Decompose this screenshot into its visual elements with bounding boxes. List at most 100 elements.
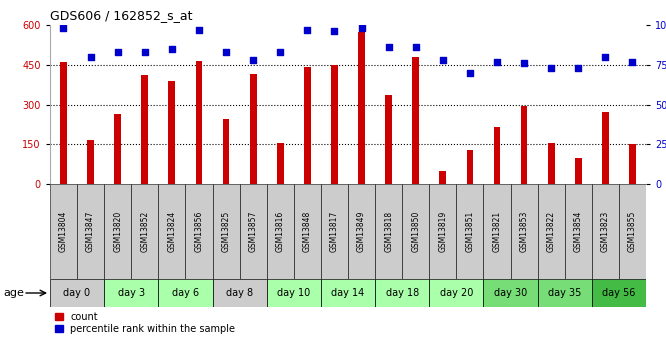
Bar <box>304 67 311 184</box>
Text: GSM13850: GSM13850 <box>411 211 420 252</box>
Bar <box>60 62 67 184</box>
Text: GSM13819: GSM13819 <box>438 211 448 252</box>
Point <box>139 49 150 55</box>
Text: GSM13851: GSM13851 <box>466 211 474 252</box>
Bar <box>565 184 592 279</box>
Point <box>275 49 286 55</box>
Text: day 0: day 0 <box>63 288 91 298</box>
Text: day 6: day 6 <box>172 288 199 298</box>
Text: GSM13818: GSM13818 <box>384 211 393 252</box>
Bar <box>141 75 148 184</box>
Text: day 18: day 18 <box>386 288 419 298</box>
Bar <box>50 279 104 307</box>
Bar <box>537 279 592 307</box>
Bar <box>619 184 646 279</box>
Bar <box>185 184 212 279</box>
Text: day 3: day 3 <box>118 288 145 298</box>
Text: age: age <box>3 288 24 298</box>
Text: day 14: day 14 <box>332 288 364 298</box>
Text: day 35: day 35 <box>548 288 581 298</box>
Bar <box>321 184 348 279</box>
Bar <box>456 184 484 279</box>
Bar <box>629 144 636 184</box>
Bar <box>412 57 419 184</box>
Bar <box>358 32 365 184</box>
Point <box>220 49 231 55</box>
Bar <box>212 279 266 307</box>
Bar <box>240 184 266 279</box>
Text: day 8: day 8 <box>226 288 253 298</box>
Text: GSM13816: GSM13816 <box>276 211 285 252</box>
Text: GSM13852: GSM13852 <box>141 211 149 252</box>
Bar <box>548 143 555 184</box>
Point <box>384 45 394 50</box>
Bar <box>266 184 294 279</box>
Bar <box>250 74 256 184</box>
Point <box>113 49 123 55</box>
Bar <box>104 184 131 279</box>
Bar <box>511 184 537 279</box>
Text: GSM13821: GSM13821 <box>492 211 501 252</box>
Point <box>627 59 638 64</box>
Text: GSM13849: GSM13849 <box>357 211 366 252</box>
Bar <box>87 140 94 184</box>
Bar <box>277 143 284 184</box>
Text: GSM13855: GSM13855 <box>628 211 637 252</box>
Point <box>166 46 177 52</box>
Bar <box>168 81 175 184</box>
Text: GSM13853: GSM13853 <box>519 211 529 252</box>
Bar <box>348 184 375 279</box>
Bar <box>159 279 212 307</box>
Text: GSM13822: GSM13822 <box>547 211 555 252</box>
Bar <box>484 184 511 279</box>
Bar <box>321 279 375 307</box>
Point <box>410 45 421 50</box>
Text: GDS606 / 162852_s_at: GDS606 / 162852_s_at <box>50 9 192 22</box>
Text: day 56: day 56 <box>602 288 635 298</box>
Bar <box>521 106 527 184</box>
Bar <box>430 184 456 279</box>
Bar <box>131 184 159 279</box>
Bar <box>222 119 230 184</box>
Bar <box>375 184 402 279</box>
Point <box>438 57 448 63</box>
Bar <box>402 184 430 279</box>
Text: GSM13857: GSM13857 <box>248 211 258 252</box>
Point <box>58 26 69 31</box>
Text: GSM13823: GSM13823 <box>601 211 610 252</box>
Point <box>356 26 367 31</box>
Bar <box>375 279 430 307</box>
Bar <box>159 184 185 279</box>
Text: GSM13820: GSM13820 <box>113 211 122 252</box>
Bar <box>104 279 159 307</box>
Text: day 10: day 10 <box>277 288 310 298</box>
Bar <box>430 279 484 307</box>
Bar <box>575 158 581 184</box>
Point <box>248 57 258 63</box>
Legend: count, percentile rank within the sample: count, percentile rank within the sample <box>55 312 235 334</box>
Bar <box>115 114 121 184</box>
Bar <box>484 279 537 307</box>
Bar <box>294 184 321 279</box>
Point <box>492 59 502 64</box>
Bar <box>440 171 446 184</box>
Point <box>546 65 557 71</box>
Point <box>302 27 312 32</box>
Bar <box>592 279 646 307</box>
Bar <box>602 112 609 184</box>
Point <box>600 54 611 60</box>
Text: GSM13817: GSM13817 <box>330 211 339 252</box>
Text: GSM13848: GSM13848 <box>303 211 312 252</box>
Bar <box>77 184 104 279</box>
Point <box>573 65 583 71</box>
Bar <box>466 149 474 184</box>
Bar <box>331 65 338 184</box>
Text: day 30: day 30 <box>494 288 527 298</box>
Point <box>194 27 204 32</box>
Text: GSM13825: GSM13825 <box>222 211 230 252</box>
Text: GSM13824: GSM13824 <box>167 211 176 252</box>
Text: day 20: day 20 <box>440 288 473 298</box>
Point <box>519 60 529 66</box>
Point <box>85 54 96 60</box>
Point <box>329 29 340 34</box>
